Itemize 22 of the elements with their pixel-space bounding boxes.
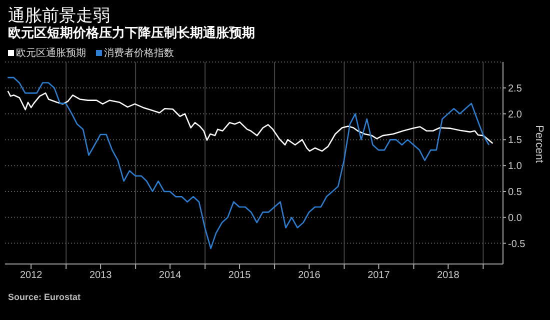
- x-tick-label: 2014: [158, 270, 182, 282]
- legend-label: 消费者价格指数: [104, 46, 174, 60]
- y-axis-title: Percent: [533, 125, 546, 163]
- legend-label: 欧元区通胀预期: [16, 46, 86, 60]
- y-tick-label: 2.0: [508, 109, 522, 120]
- x-tick-label: 2012: [20, 270, 43, 282]
- x-tick-label: 2016: [298, 270, 321, 282]
- line-series: [7, 76, 490, 250]
- chart-subtitle: 欧元区短期价格压力下降压制长期通胀预期: [7, 26, 256, 42]
- y-tick-label: 1.0: [508, 161, 522, 172]
- x-tick-label: 2015: [228, 270, 252, 282]
- x-tick-label: 2017: [368, 270, 390, 282]
- x-tick-label: 2013: [89, 270, 112, 282]
- line-series: [7, 90, 494, 152]
- y-tick-label: 0.5: [508, 187, 522, 198]
- chart-title: 通胀前景走弱: [7, 5, 111, 26]
- x-tick-label: 2018: [437, 270, 460, 282]
- y-tick-label: -0.5: [508, 238, 526, 250]
- y-tick-label: 1.5: [508, 135, 522, 146]
- source-note: Source: Eurostat: [7, 292, 82, 302]
- y-tick-label: 2.5: [508, 83, 522, 94]
- y-tick-label: 0.0: [508, 212, 522, 224]
